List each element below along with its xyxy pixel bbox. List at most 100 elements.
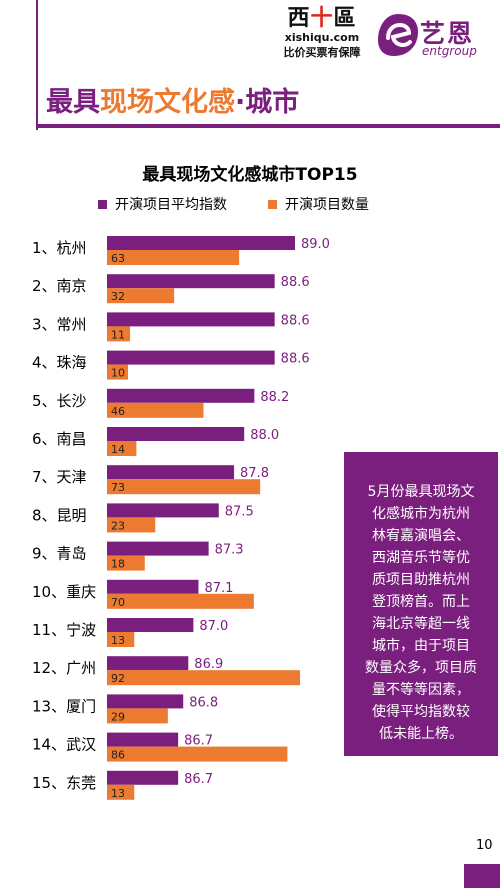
xishiqu-logo-mark: 西十區 <box>287 6 357 31</box>
count-bar <box>107 746 288 762</box>
count-bar <box>107 708 168 724</box>
index-bar <box>107 732 179 747</box>
left-accent-rule <box>36 0 38 130</box>
legend-label-count: 开演项目数量 <box>285 197 369 213</box>
index-value-label: 87.0 <box>199 619 228 634</box>
index-value-label: 88.0 <box>250 428 279 443</box>
legend-swatch-count <box>268 199 277 209</box>
commentary-box: 5月份最具现场文 化感城市为杭州 林宥嘉演唱会、 西湖音乐节等优 质项目助推杭州 登顶榜首… <box>344 452 498 756</box>
page-number: 10 <box>476 838 493 853</box>
count-bar <box>107 479 261 495</box>
index-bar <box>107 503 219 518</box>
category-label: 13、厦门 <box>32 697 96 715</box>
index-value-label: 86.7 <box>184 772 213 787</box>
category-label: 12、广州 <box>32 659 96 677</box>
index-bar <box>107 427 245 441</box>
count-bar <box>107 250 240 265</box>
index-bar <box>107 312 275 327</box>
index-bar <box>107 274 275 289</box>
count-bar <box>107 517 156 533</box>
commentary-line: 质项目助推杭州 <box>372 572 470 588</box>
count-value-label: 13 <box>111 634 125 647</box>
index-bar <box>107 656 189 671</box>
legend-swatch-index <box>98 199 107 209</box>
commentary-line: 量不等等因素， <box>372 682 470 698</box>
category-label: 9、青岛 <box>32 545 87 563</box>
category-label: 5、长沙 <box>32 392 87 410</box>
index-value-label: 89.0 <box>301 237 330 252</box>
commentary-line: 海北京等超一线 <box>372 616 470 632</box>
count-bar <box>107 670 300 686</box>
footer-accent <box>464 864 500 888</box>
page-title: 最具现场文化感·城市 <box>46 87 300 118</box>
index-value-label: 88.2 <box>260 390 289 405</box>
index-bar <box>107 541 209 556</box>
category-label: 7、天津 <box>32 468 87 486</box>
xishiqu-tagline: 比价买票有保障 <box>283 46 361 59</box>
count-value-label: 70 <box>111 596 125 609</box>
index-value-label: 87.1 <box>204 581 233 596</box>
xishiqu-logo: 西十區 xishiqu.com 比价买票有保障 <box>272 6 372 60</box>
category-label: 2、南京 <box>32 277 87 295</box>
count-bar <box>107 441 137 456</box>
category-label: 4、珠海 <box>32 354 87 372</box>
commentary-line: 数量众多，项目质 <box>365 660 477 676</box>
legend-item-index: 开演项目平均指数 <box>98 194 227 214</box>
category-label: 10、重庆 <box>32 583 96 601</box>
count-value-label: 92 <box>111 672 125 685</box>
commentary-line: 登顶榜首。而上 <box>372 594 470 610</box>
index-bar <box>107 388 255 403</box>
count-bar <box>107 326 131 342</box>
count-value-label: 14 <box>111 443 125 456</box>
index-bar <box>107 770 179 785</box>
category-label: 11、宁波 <box>32 621 96 639</box>
legend-label-index: 开演项目平均指数 <box>115 197 227 213</box>
index-value-label: 88.6 <box>281 275 310 290</box>
count-bar <box>107 364 128 380</box>
index-bar <box>107 465 235 480</box>
count-value-label: 63 <box>111 252 125 265</box>
index-bar <box>107 236 295 250</box>
count-value-label: 86 <box>111 749 125 762</box>
count-value-label: 23 <box>111 519 125 532</box>
entgroup-logo: 艺恩 entgroup <box>376 12 494 62</box>
index-value-label: 87.5 <box>225 504 254 519</box>
count-value-label: 13 <box>111 787 125 800</box>
category-label: 1、杭州 <box>32 239 87 257</box>
index-value-label: 86.9 <box>194 657 223 672</box>
category-label: 6、南昌 <box>32 430 87 448</box>
count-value-label: 46 <box>111 405 125 418</box>
index-value-label: 86.8 <box>189 695 218 710</box>
category-label: 14、武汉 <box>32 736 96 754</box>
count-value-label: 10 <box>111 367 125 380</box>
count-bar <box>107 555 145 571</box>
index-value-label: 87.3 <box>215 543 244 558</box>
chart-title: 最具现场文化感城市TOP15 <box>142 165 358 185</box>
commentary-line: 使得平均指数较 <box>372 704 470 720</box>
index-value-label: 86.7 <box>184 734 213 749</box>
index-value-label: 88.6 <box>281 313 310 328</box>
index-bar <box>107 350 275 365</box>
count-bar <box>107 288 175 304</box>
count-bar <box>107 593 254 609</box>
entgroup-e-icon <box>378 14 418 56</box>
header: 西十區 xishiqu.com 比价买票有保障 艺恩 entgroup 最具现场… <box>0 0 500 130</box>
commentary-line: 城市，由于项目 <box>372 638 470 654</box>
commentary-line: 5月份最具现场文 <box>367 484 475 500</box>
count-bar <box>107 402 204 418</box>
count-value-label: 73 <box>111 481 125 494</box>
legend-item-count: 开演项目数量 <box>268 194 369 214</box>
index-bar <box>107 618 194 632</box>
count-bar <box>107 784 135 800</box>
count-value-label: 32 <box>111 290 125 303</box>
index-value-label: 88.6 <box>281 352 310 367</box>
count-value-label: 11 <box>111 328 125 341</box>
count-value-label: 18 <box>111 558 125 571</box>
index-value-label: 87.8 <box>240 466 269 481</box>
commentary-line: 低未能上榜。 <box>379 726 463 742</box>
index-bar <box>107 694 184 709</box>
entgroup-en-name: entgroup <box>422 44 477 58</box>
commentary-line: 西湖音乐节等优 <box>372 550 470 566</box>
commentary-line: 化感城市为杭州 <box>372 506 470 522</box>
